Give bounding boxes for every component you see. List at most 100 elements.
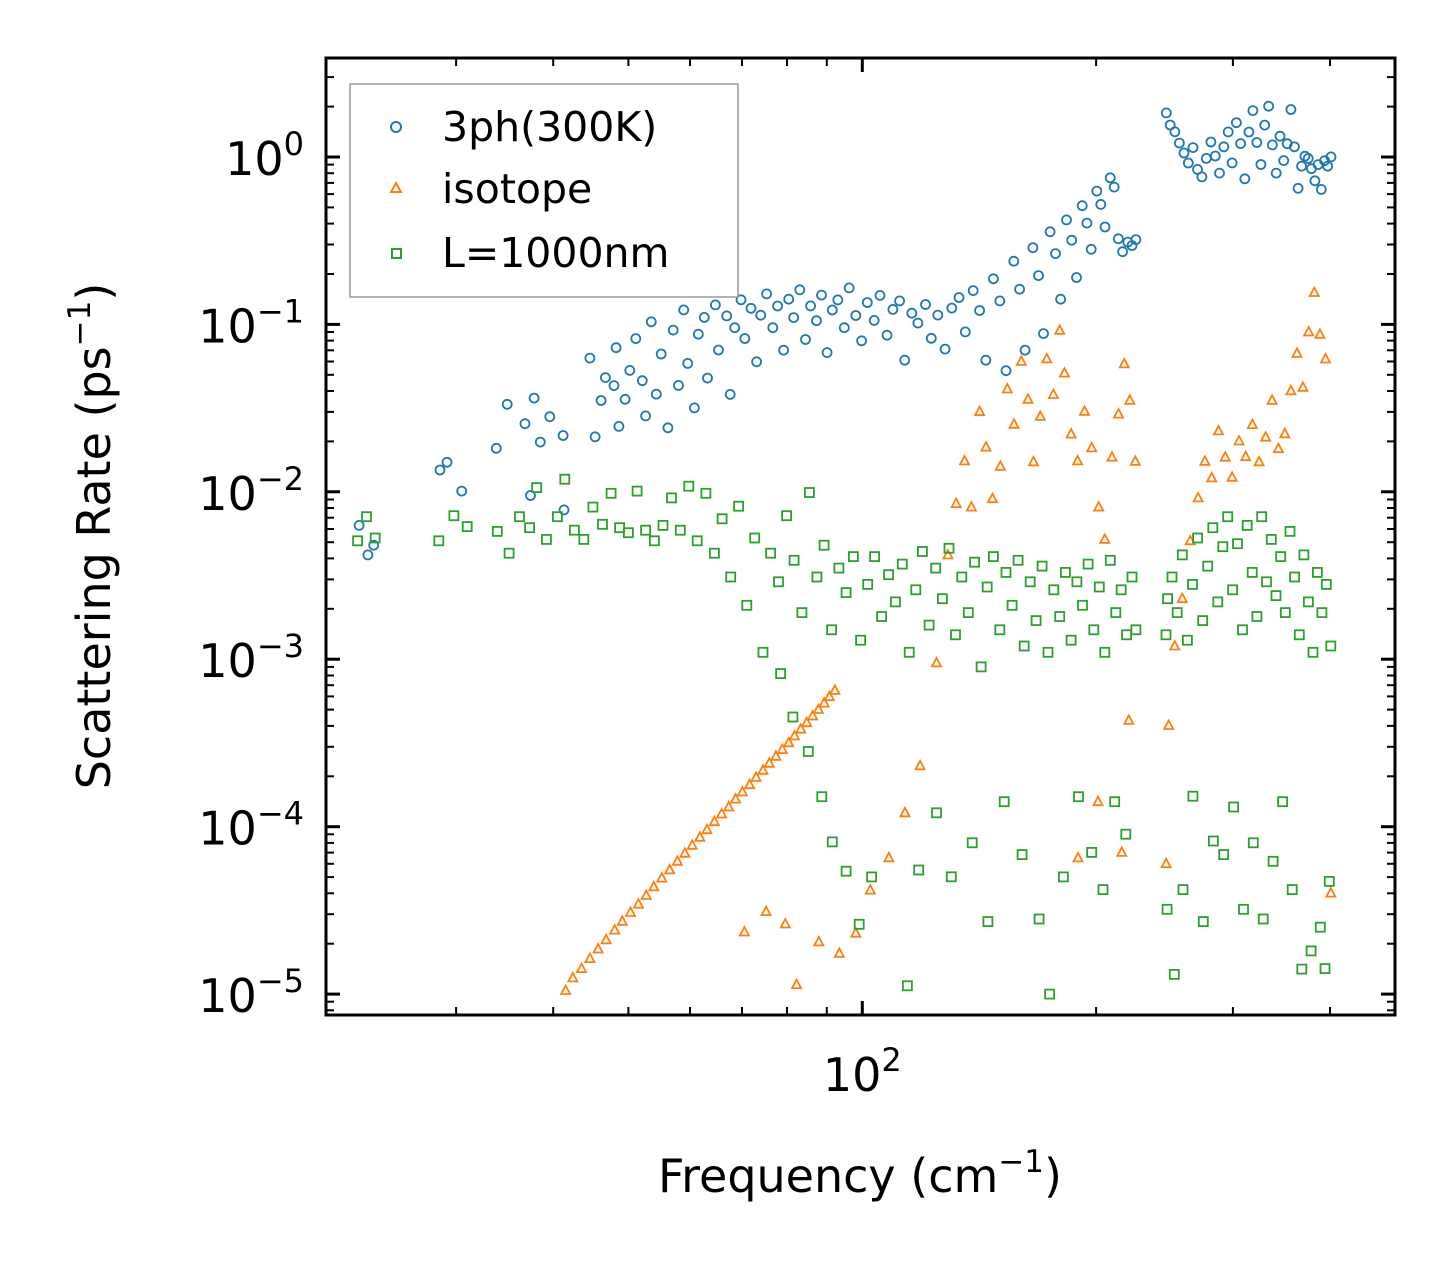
- data-point: [1256, 511, 1268, 523]
- data-point: [624, 905, 637, 917]
- data-point: [1012, 554, 1024, 566]
- data-point: [1066, 234, 1078, 246]
- data-point: [1247, 837, 1259, 849]
- data-point: [1176, 549, 1188, 561]
- data-point: [721, 310, 733, 322]
- data-point: [1197, 615, 1209, 626]
- data-point: [552, 511, 563, 523]
- data-point: [988, 551, 999, 562]
- data-point: [974, 305, 985, 316]
- data-point: [1196, 171, 1208, 183]
- data-point: [757, 763, 769, 775]
- data-point: [1219, 450, 1232, 462]
- data-point: [998, 796, 1010, 808]
- data-point: [1212, 596, 1224, 608]
- data-point: [750, 770, 763, 782]
- data-point: [986, 491, 999, 504]
- data-point: [623, 527, 634, 539]
- data-point: [1112, 407, 1125, 419]
- data-point: [369, 532, 381, 544]
- data-point: [631, 485, 643, 497]
- data-point: [514, 511, 525, 523]
- data-point: [713, 344, 724, 356]
- data-point: [1312, 567, 1323, 578]
- data-point: [783, 293, 795, 305]
- data-point: [975, 661, 987, 673]
- data-point: [1267, 139, 1278, 151]
- data-point: [988, 273, 999, 285]
- data-point: [559, 983, 572, 995]
- data-point: [1214, 167, 1225, 179]
- data-point: [587, 501, 599, 513]
- data-point: [1055, 293, 1066, 305]
- data-point: [683, 480, 695, 492]
- y-tick-label: 10−2: [198, 460, 304, 521]
- data-point: [710, 299, 721, 311]
- data-point: [1275, 551, 1287, 562]
- data-point: [736, 785, 749, 797]
- x-axis-label: Frequency (cm−1): [658, 1144, 1062, 1203]
- data-point: [794, 722, 807, 734]
- data-point: [930, 655, 943, 668]
- data-point: [1085, 440, 1098, 453]
- data-point: [1251, 137, 1263, 148]
- data-point: [645, 316, 657, 328]
- data-point: [1278, 155, 1290, 167]
- data-point: [1016, 849, 1028, 860]
- data-point: [890, 596, 901, 608]
- data-point: [1000, 567, 1012, 578]
- data-point: [678, 304, 690, 316]
- data-point: [1120, 828, 1132, 840]
- data-point: [958, 453, 971, 466]
- data-point: [868, 314, 880, 326]
- data-point: [490, 442, 502, 454]
- data-point: [1279, 607, 1291, 618]
- y-tick-label: 10−3: [198, 627, 304, 688]
- data-point: [1259, 119, 1271, 131]
- data-point: [686, 838, 699, 850]
- data-point: [491, 526, 503, 537]
- data-point: [1053, 323, 1066, 335]
- data-point: [434, 464, 446, 476]
- data-point: [1217, 541, 1229, 553]
- data-point: [1065, 427, 1078, 439]
- data-point: [823, 689, 836, 702]
- data-point: [1218, 141, 1230, 153]
- data-point: [716, 513, 728, 525]
- data-point: [613, 420, 625, 432]
- data-point: [1308, 285, 1321, 297]
- data-point: [693, 830, 706, 842]
- data-point: [1168, 639, 1181, 651]
- data-point: [1319, 352, 1332, 364]
- data-point: [1112, 233, 1124, 245]
- data-point: [899, 354, 911, 366]
- y-tick-label: 10−5: [198, 962, 304, 1023]
- data-point: [1099, 221, 1111, 233]
- data-point: [1034, 409, 1047, 421]
- data-point: [448, 510, 460, 522]
- data-point: [1182, 634, 1193, 646]
- data-point: [1054, 611, 1066, 622]
- data-point: [1058, 366, 1071, 378]
- data-point: [541, 534, 552, 545]
- data-point: [708, 814, 721, 827]
- data-point: [733, 500, 744, 512]
- data-point: [1106, 450, 1118, 462]
- data-point: [769, 749, 782, 761]
- data-point: [1044, 988, 1055, 1000]
- data-point: [1277, 796, 1288, 808]
- data-point: [1243, 126, 1255, 138]
- data-point: [501, 398, 513, 410]
- x-axis-label-tail: ): [1044, 1149, 1062, 1203]
- data-point: [1263, 100, 1274, 112]
- data-point: [950, 629, 961, 641]
- data-point: [788, 312, 800, 324]
- data-point: [1314, 921, 1326, 933]
- data-point: [1302, 325, 1315, 337]
- data-point: [849, 926, 862, 938]
- data-point: [738, 925, 751, 937]
- data-point: [1085, 243, 1097, 255]
- data-point: [1076, 200, 1088, 212]
- data-point: [982, 916, 994, 927]
